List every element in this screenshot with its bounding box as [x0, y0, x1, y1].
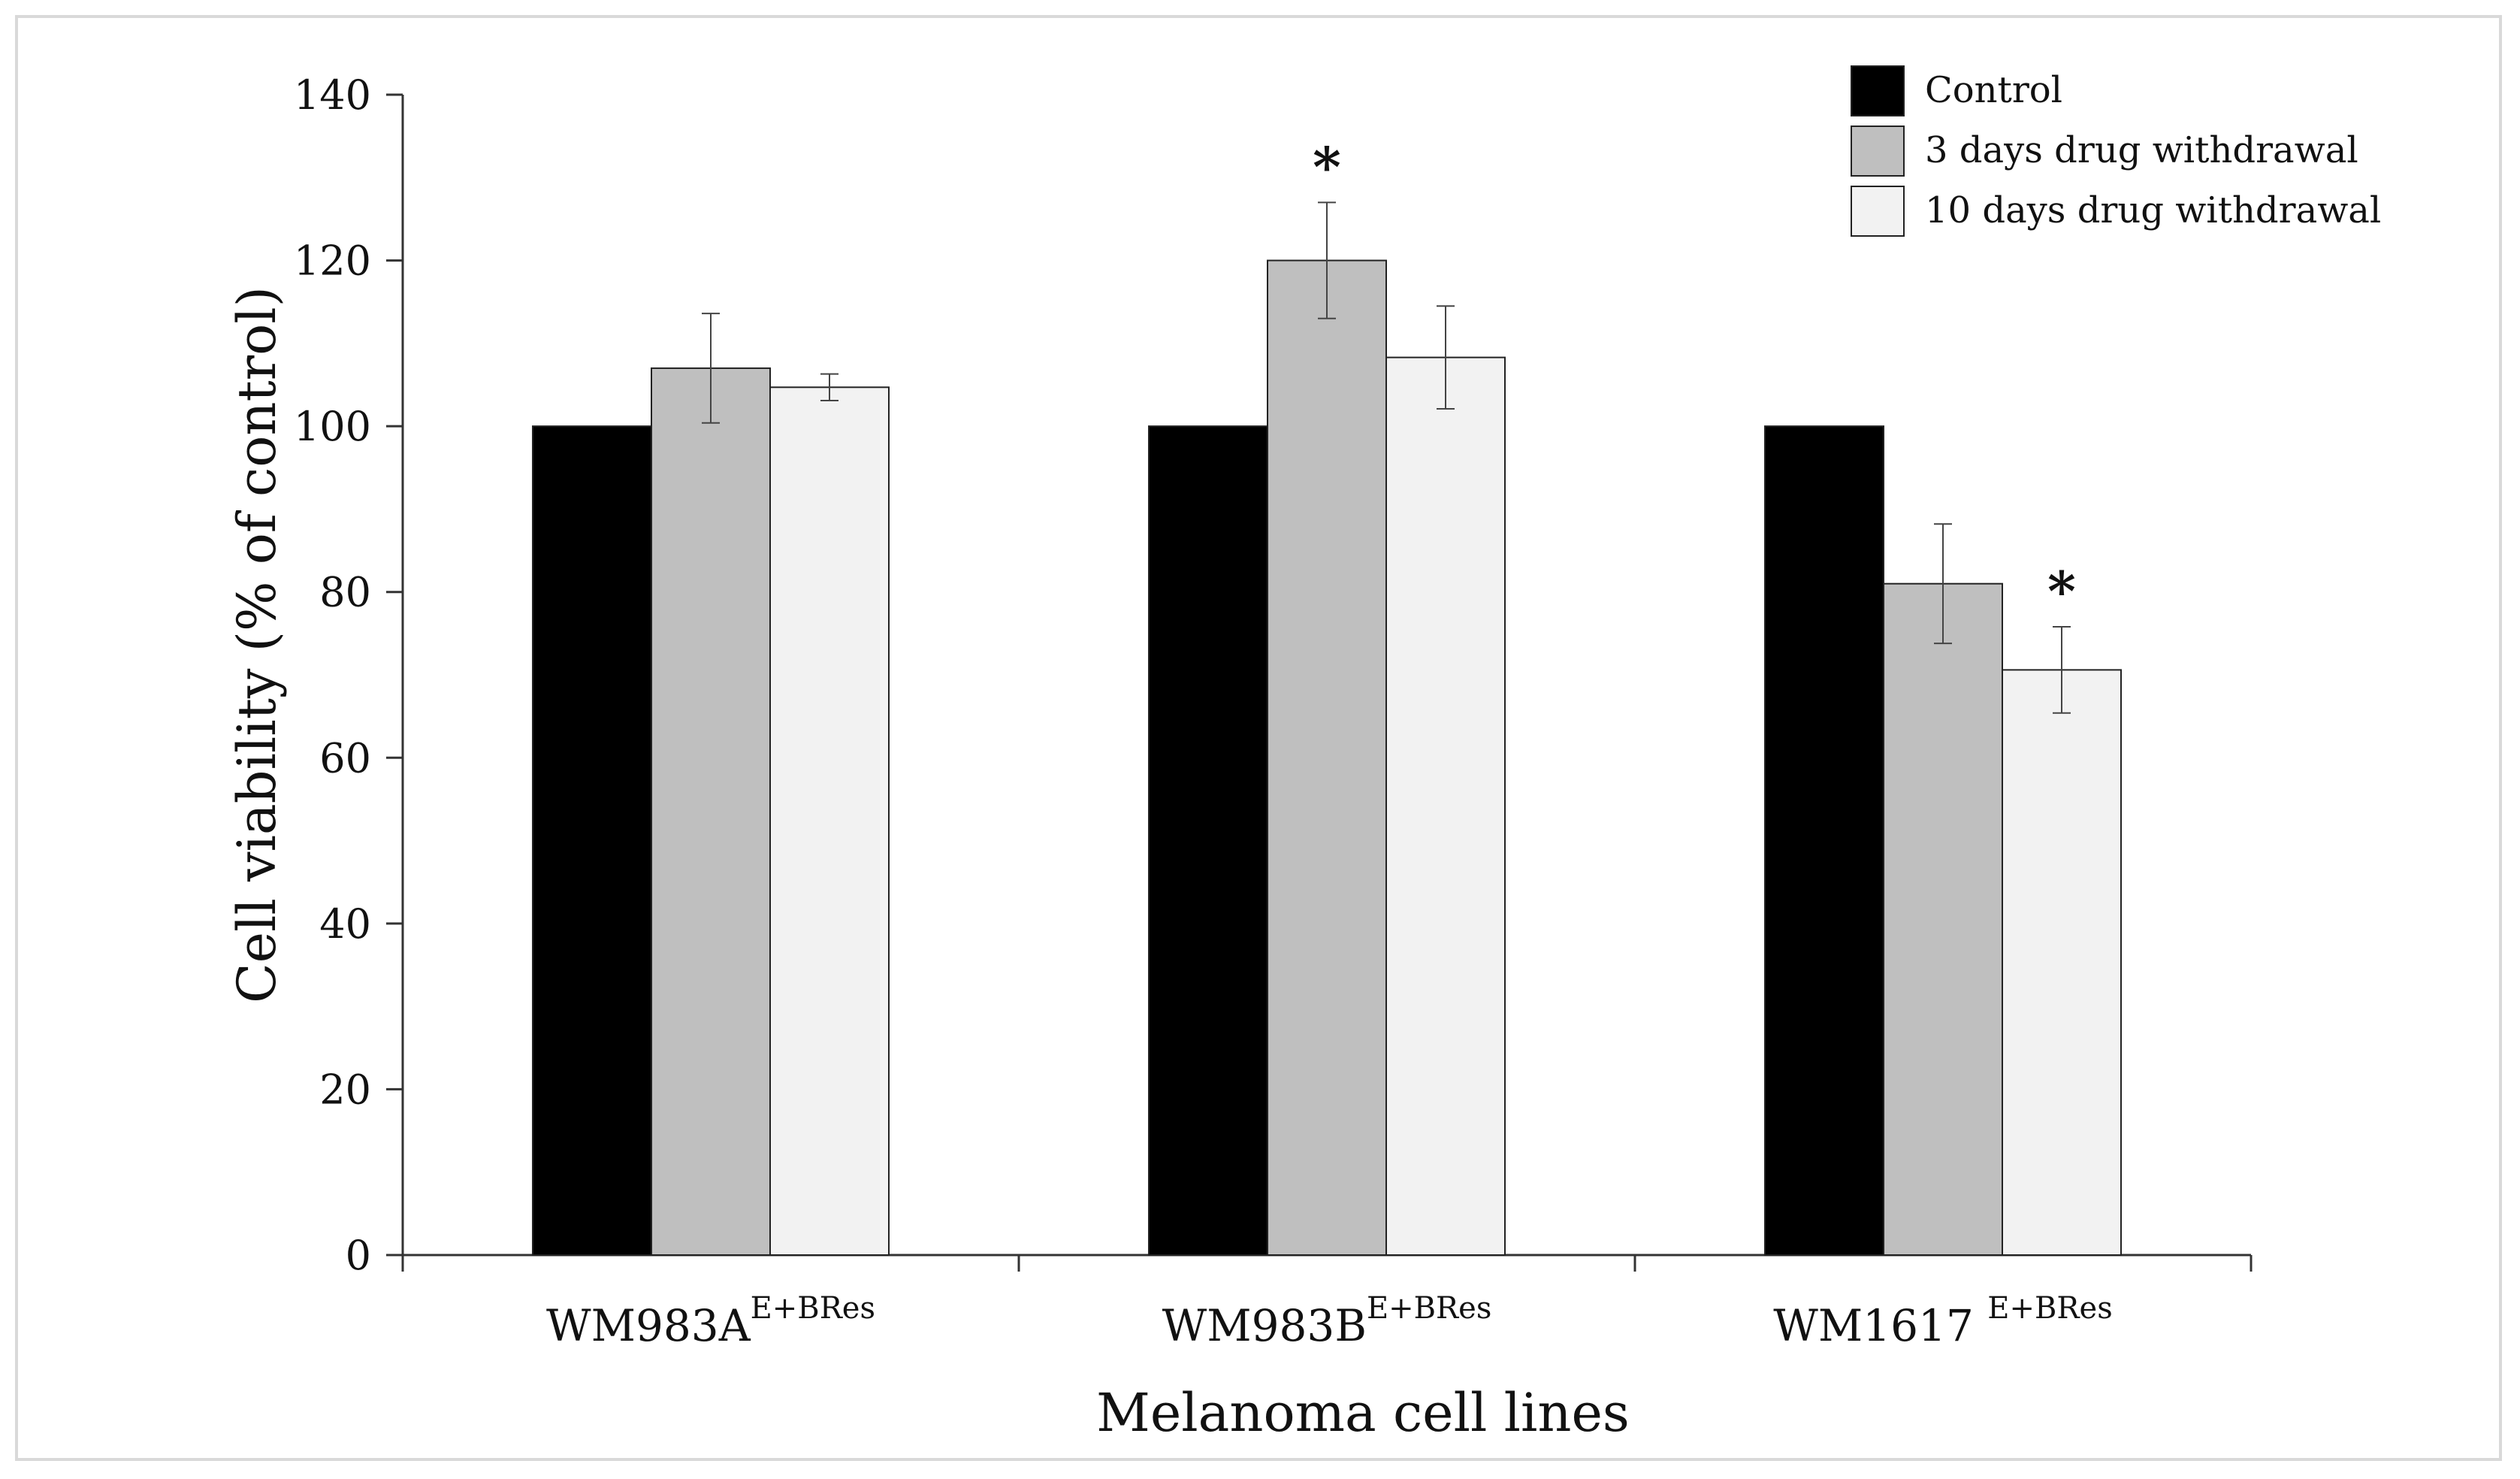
y-tick-label: 120 [294, 237, 371, 285]
x-category-label: WM1617 E+BRes [1773, 1291, 2112, 1351]
bar-chart: 020406080100120140WM983AE+BRes*WM983BE+B… [226, 65, 2381, 1444]
chart-bars [532, 201, 2122, 1257]
x-category-label: WM983AE+BRes [546, 1291, 875, 1351]
legend-label-1: Control [1925, 69, 2062, 111]
legend-label-2: 3 days drug withdrawal [1925, 129, 2358, 171]
bar-1-2 [651, 367, 771, 1256]
category-superscript: E+BRes [1987, 1291, 2112, 1326]
legend-swatch-2 [1851, 126, 1905, 177]
y-axis-title: Cell viability (% of control) [226, 286, 288, 1003]
legend-label-3: 10 days drug withdrawal [1925, 189, 2381, 231]
y-tick-label: 0 [346, 1232, 371, 1279]
significance-marker: * [1313, 135, 1341, 198]
bar-3-3 [2002, 669, 2122, 1256]
category-name: WM983A [546, 1300, 751, 1351]
y-tick-label: 20 [319, 1066, 371, 1113]
chart-labels: 020406080100120140WM983AE+BRes*WM983BE+B… [226, 71, 2113, 1444]
bar-1-3 [769, 386, 890, 1256]
bar-1-1 [532, 425, 652, 1257]
x-axis-title: Melanoma cell lines [1096, 1382, 1630, 1444]
legend: Control 3 days drug withdrawal 10 days dru… [1851, 65, 2381, 237]
bar-3-1 [1764, 425, 1884, 1257]
bar-2-2 [1267, 259, 1387, 1257]
y-tick-label: 140 [294, 71, 371, 119]
category-superscript: E+BRes [751, 1291, 875, 1326]
x-category-label: WM983BE+BRes [1162, 1291, 1492, 1351]
y-tick-label: 60 [319, 734, 371, 782]
category-name: WM1617 [1773, 1300, 1987, 1351]
significance-marker: * [2047, 559, 2076, 623]
legend-swatch-1 [1851, 65, 1905, 116]
y-tick-label: 100 [294, 403, 371, 450]
category-superscript: E+BRes [1367, 1291, 1491, 1326]
bar-3-2 [1883, 582, 2003, 1256]
y-tick-label: 40 [319, 900, 371, 948]
figure-frame: 0 20 40 60 80 100 120 140 WM983AE+BRes * WM983BE+B… [15, 15, 2502, 1461]
bar-2-1 [1148, 425, 1268, 1257]
legend-swatch-3 [1851, 186, 1905, 237]
category-name: WM983B [1162, 1300, 1367, 1351]
bar-2-3 [1385, 356, 1506, 1256]
y-tick-label: 80 [319, 569, 371, 616]
